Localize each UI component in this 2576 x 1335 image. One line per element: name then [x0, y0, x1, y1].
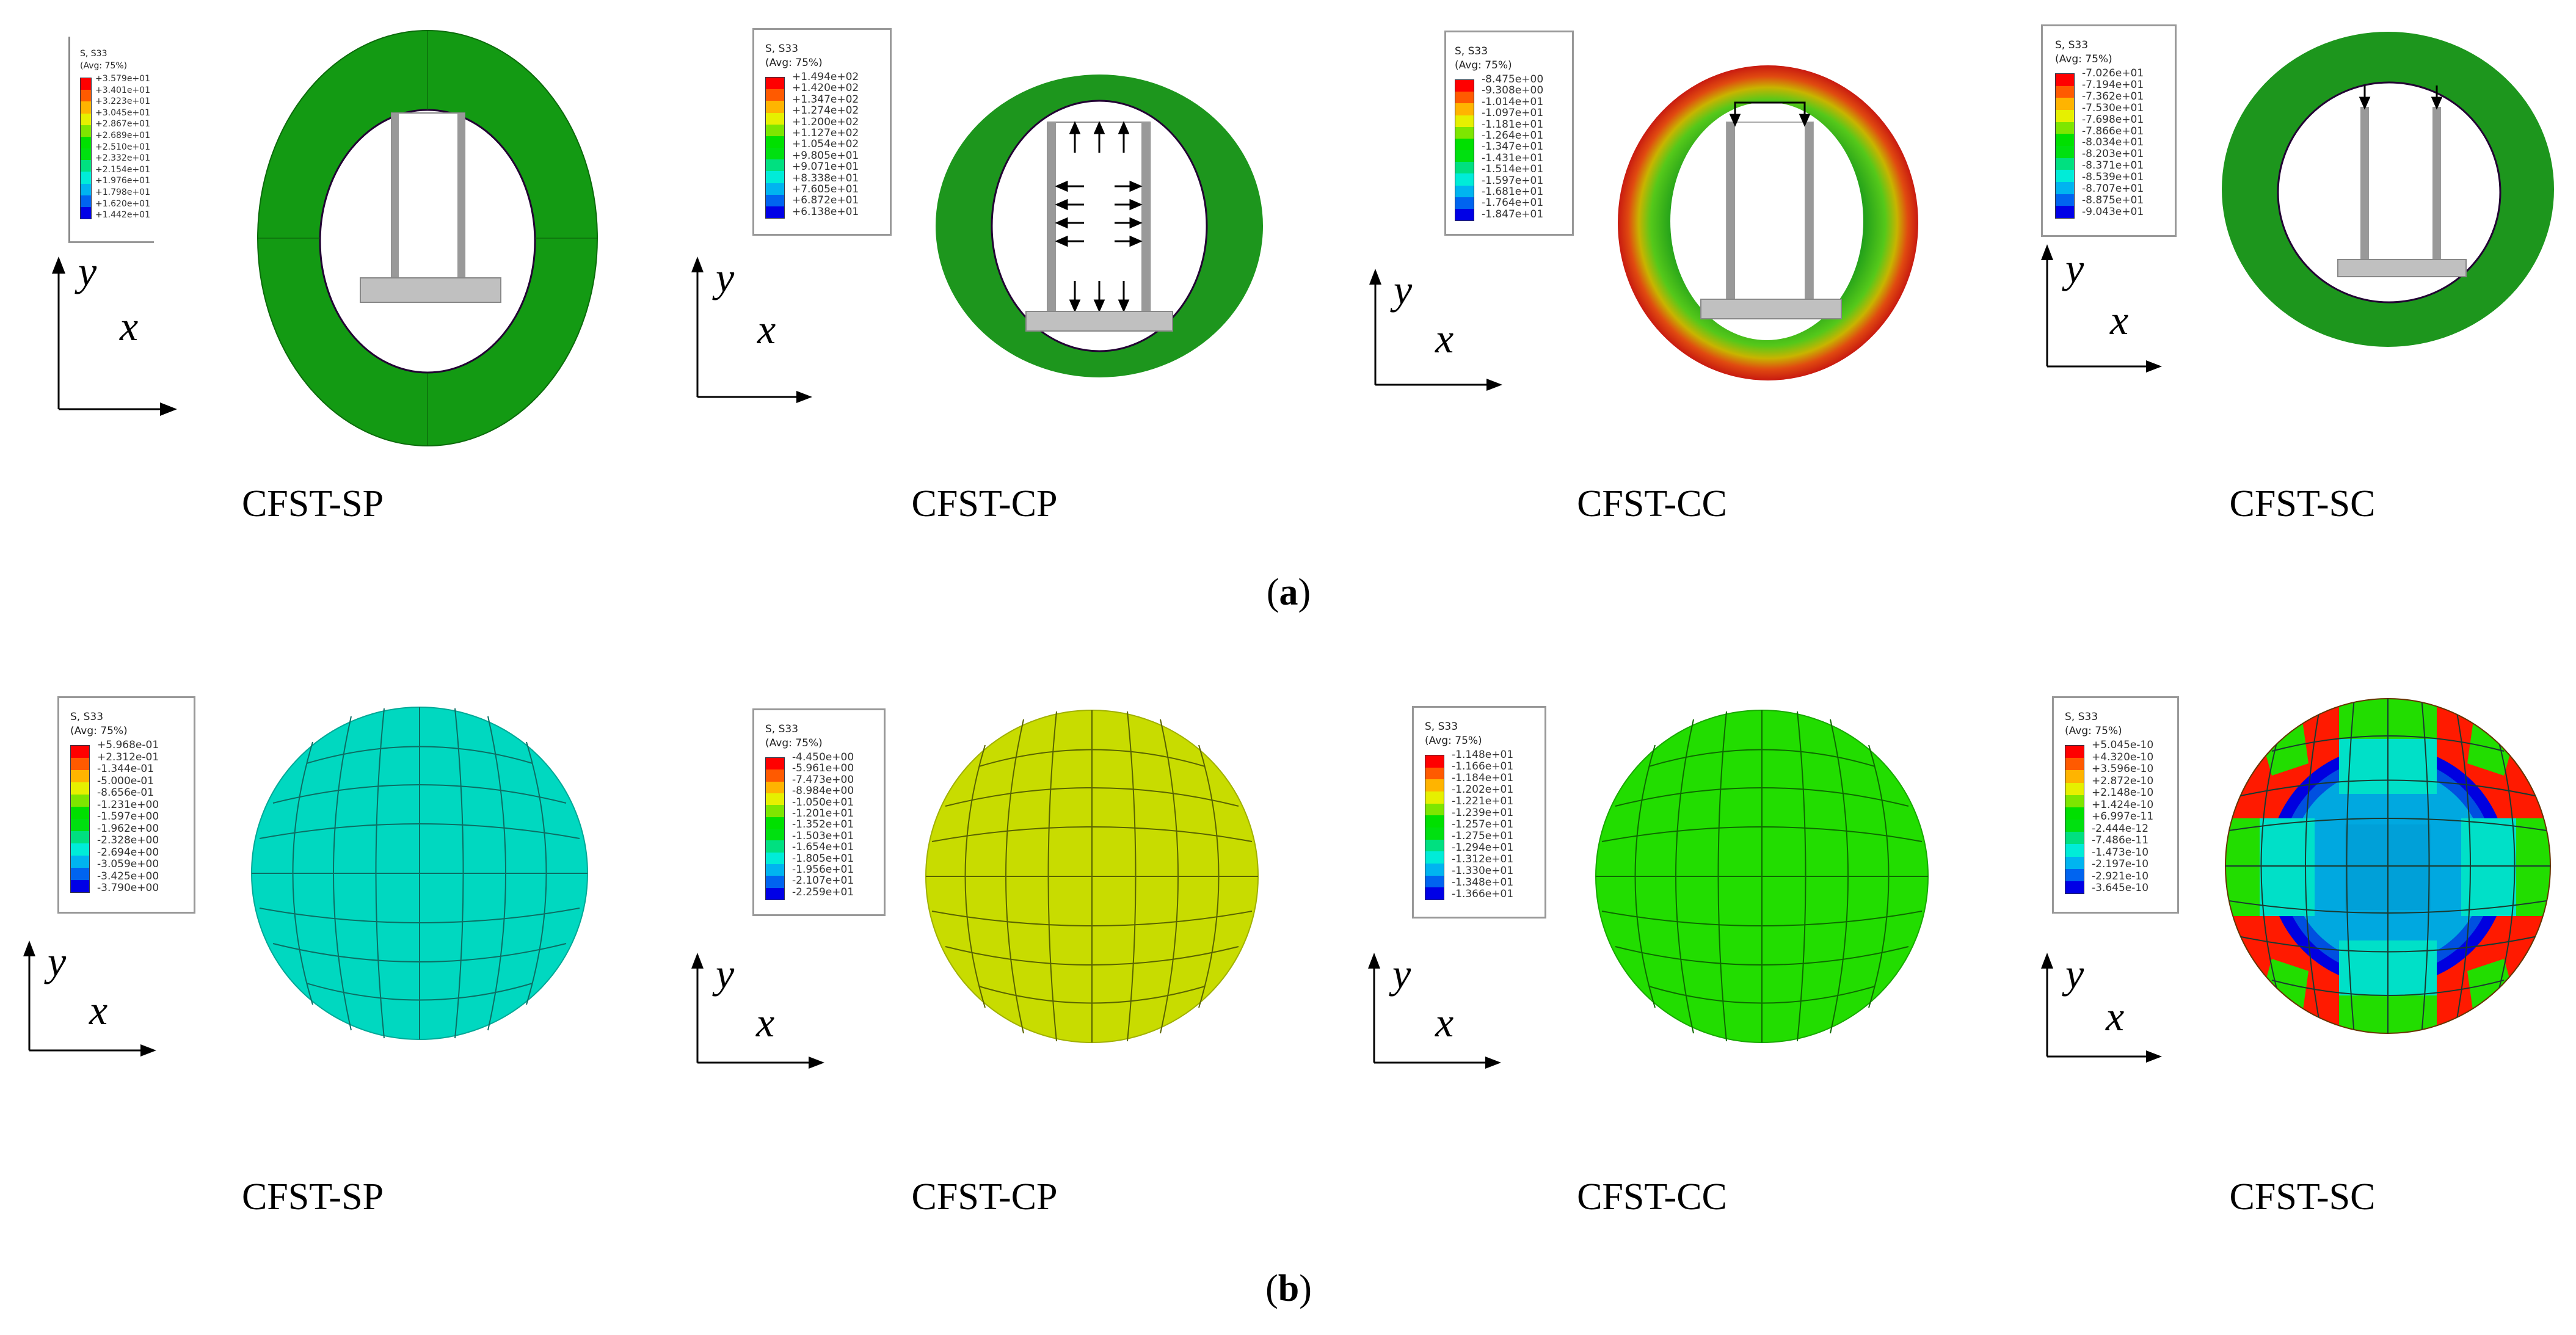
axis-label-y: y	[2065, 245, 2084, 291]
legend-colorbar	[2055, 73, 2075, 219]
legend-values: +5.968e-01 +2.312e-01 -1.344e-01 -5.000e-01…	[97, 739, 159, 894]
xy-axis-icon	[2041, 244, 2162, 373]
axis-label-y: y	[2065, 950, 2084, 997]
panel-caption: CFST-SC	[2229, 1176, 2376, 1218]
cfst-ring-contour	[936, 75, 1263, 377]
xy-axis-icon	[691, 256, 812, 403]
legend-values: +5.045e-10 +4.320e-10 +3.596e-10 +2.872e-10…	[2092, 739, 2154, 894]
legend-colorbar	[1455, 79, 1474, 221]
axis-label-x: x	[2110, 297, 2129, 343]
panel-caption: CFST-CP	[911, 483, 1058, 525]
axis-label-x: x	[2106, 993, 2125, 1039]
legend-subtitle: (Avg: 75%)	[2065, 725, 2122, 737]
legend-values: +1.494e+02 +1.420e+02 +1.347e+02 +1.274e+02…	[792, 71, 859, 218]
contour-legend: S, S33 (Avg: 75%) -8.475e+00 -9.308e+00 -1…	[1444, 31, 1574, 236]
cfst-core-contour	[251, 707, 588, 1040]
contour-legend: S, S33 (Avg: 75%) +3.579e+01 +3.401e+01 +3…	[68, 37, 154, 243]
cfst-core-contour	[925, 710, 1259, 1043]
legend-colorbar	[1425, 755, 1444, 900]
xy-axis-icon	[23, 940, 156, 1057]
panel-caption: CFST-CP	[911, 1176, 1058, 1218]
legend-colorbar	[70, 745, 90, 893]
legend-subtitle: (Avg: 75%)	[765, 57, 823, 69]
panel-caption: CFST-CC	[1577, 1176, 1727, 1218]
legend-values: -8.475e+00 -9.308e+00 -1.014e+01 -1.097e+01…	[1482, 73, 1544, 220]
cfst-core-contour	[1595, 710, 1929, 1043]
subfigure-label-b: (b)	[1265, 1268, 1312, 1309]
axis-label-y: y	[716, 950, 735, 997]
legend-title: S, S33	[80, 49, 107, 59]
axis-label-y: y	[716, 254, 735, 300]
legend-title: S, S33	[1455, 45, 1488, 57]
legend-title: S, S33	[1425, 721, 1458, 733]
cfst-ring-contour	[257, 30, 598, 446]
legend-subtitle: (Avg: 75%)	[1425, 735, 1482, 747]
legend-subtitle: (Avg: 75%)	[2055, 53, 2112, 65]
cfst-ring-contour	[1618, 65, 1918, 380]
panel-caption: CFST-SP	[241, 483, 384, 525]
xy-axis-icon	[2041, 953, 2162, 1063]
legend-values: -7.026e+01 -7.194e+01 -7.362e+01 -7.530e+01…	[2082, 67, 2144, 218]
legend-title: S, S33	[2065, 711, 2098, 723]
contour-legend: S, S33 (Avg: 75%) +5.045e-10 +4.320e-10 +3…	[2052, 696, 2179, 914]
cfst-core-contour	[2225, 698, 2551, 1034]
axis-label-y: y	[1394, 266, 1413, 313]
panel-caption: CFST-SC	[2229, 483, 2376, 525]
contour-legend: S, S33 (Avg: 75%) +5.968e-01 +2.312e-01 -1…	[57, 696, 195, 914]
contour-legend: S, S33 (Avg: 75%) -4.450e+00 -5.961e+00 -7…	[752, 708, 886, 916]
contour-legend: S, S33 (Avg: 75%) -1.148e+01 -1.166e+01 -1…	[1412, 706, 1546, 918]
legend-subtitle: (Avg: 75%)	[80, 61, 128, 71]
contour-legend: S, S33 (Avg: 75%) -7.026e+01 -7.194e+01 -7…	[2041, 24, 2177, 237]
xy-axis-icon	[52, 256, 177, 416]
panel-caption: CFST-CC	[1577, 483, 1727, 525]
axis-label-y: y	[1392, 950, 1411, 997]
axis-label-y: y	[48, 938, 67, 984]
contour-legend: S, S33 (Avg: 75%) +1.494e+02 +1.420e+02 +1…	[752, 28, 892, 236]
axis-label-y: y	[78, 248, 97, 294]
legend-values: +3.579e+01 +3.401e+01 +3.223e+01 +3.045e+01…	[95, 74, 150, 220]
legend-title: S, S33	[765, 43, 799, 55]
subfigure-label-a: (a)	[1266, 572, 1311, 613]
xy-axis-icon	[691, 953, 824, 1069]
axis-label-x: x	[756, 999, 775, 1046]
axis-label-x: x	[757, 306, 776, 352]
panel-caption: CFST-SP	[241, 1176, 384, 1218]
legend-colorbar	[80, 78, 92, 219]
legend-title: S, S33	[70, 711, 104, 723]
legend-colorbar	[765, 757, 785, 900]
xy-axis-icon	[1368, 953, 1501, 1069]
axis-label-x: x	[89, 987, 108, 1033]
legend-subtitle: (Avg: 75%)	[765, 737, 823, 749]
legend-colorbar	[2065, 745, 2084, 894]
axis-label-x: x	[1435, 315, 1454, 362]
legend-subtitle: (Avg: 75%)	[70, 725, 128, 737]
legend-values: -4.450e+00 -5.961e+00 -7.473e+00 -8.984e+00…	[792, 751, 854, 898]
legend-values: -1.148e+01 -1.166e+01 -1.184e+01 -1.202e+01…	[1452, 749, 1514, 900]
xy-axis-icon	[1369, 269, 1502, 391]
axis-label-x: x	[120, 303, 139, 349]
legend-colorbar	[765, 77, 785, 219]
legend-title: S, S33	[2055, 39, 2089, 51]
cfst-ring-contour	[2222, 32, 2554, 347]
axis-label-x: x	[1435, 999, 1454, 1046]
legend-title: S, S33	[765, 723, 799, 735]
legend-subtitle: (Avg: 75%)	[1455, 59, 1512, 71]
